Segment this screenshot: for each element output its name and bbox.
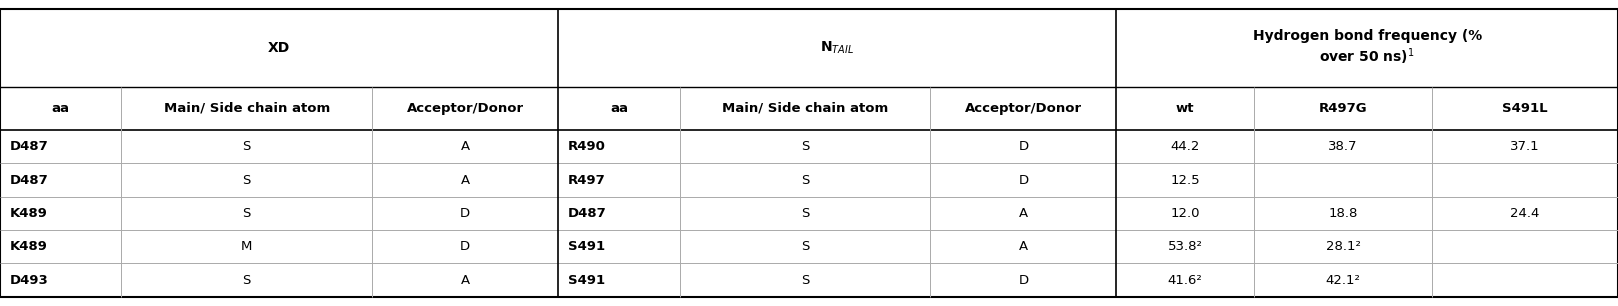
Text: S: S xyxy=(243,174,251,187)
Text: R497G: R497G xyxy=(1319,102,1367,115)
Text: S491: S491 xyxy=(568,240,605,253)
Text: 41.6²: 41.6² xyxy=(1168,274,1202,287)
Text: D: D xyxy=(460,240,471,253)
Text: 12.0: 12.0 xyxy=(1170,207,1201,220)
Text: M: M xyxy=(241,240,252,253)
Text: D487: D487 xyxy=(10,174,49,187)
Text: K489: K489 xyxy=(10,240,47,253)
Text: 44.2: 44.2 xyxy=(1170,140,1201,153)
Text: 28.1²: 28.1² xyxy=(1325,240,1361,253)
Text: D487: D487 xyxy=(568,207,607,220)
Text: A: A xyxy=(461,274,469,287)
Text: A: A xyxy=(461,140,469,153)
Text: 12.5: 12.5 xyxy=(1170,174,1201,187)
Text: D: D xyxy=(460,207,471,220)
Text: K489: K489 xyxy=(10,207,47,220)
Text: Hydrogen bond frequency (%
over 50 ns)$^1$: Hydrogen bond frequency (% over 50 ns)$^… xyxy=(1252,29,1482,67)
Text: 38.7: 38.7 xyxy=(1328,140,1358,153)
Text: S: S xyxy=(801,274,809,287)
Text: XD: XD xyxy=(269,41,290,55)
Text: S: S xyxy=(801,174,809,187)
Text: A: A xyxy=(1019,240,1027,253)
Text: wt: wt xyxy=(1176,102,1194,115)
Text: S: S xyxy=(243,207,251,220)
Text: D: D xyxy=(1018,174,1029,187)
Text: 37.1: 37.1 xyxy=(1510,140,1540,153)
Text: A: A xyxy=(461,174,469,187)
Text: aa: aa xyxy=(610,102,628,115)
Text: 42.1²: 42.1² xyxy=(1325,274,1361,287)
Text: D487: D487 xyxy=(10,140,49,153)
Text: S: S xyxy=(243,274,251,287)
Text: aa: aa xyxy=(52,102,70,115)
Text: D: D xyxy=(1018,274,1029,287)
Text: 53.8²: 53.8² xyxy=(1168,240,1202,253)
Text: Acceptor/Donor: Acceptor/Donor xyxy=(964,102,1082,115)
Text: S: S xyxy=(243,140,251,153)
Text: D493: D493 xyxy=(10,274,49,287)
Text: D: D xyxy=(1018,140,1029,153)
Text: S491L: S491L xyxy=(1502,102,1548,115)
Text: S: S xyxy=(801,140,809,153)
Text: Main/ Side chain atom: Main/ Side chain atom xyxy=(163,102,330,115)
Text: R497: R497 xyxy=(568,174,605,187)
Text: Main/ Side chain atom: Main/ Side chain atom xyxy=(722,102,888,115)
Text: 24.4: 24.4 xyxy=(1510,207,1540,220)
Text: N$_{TAIL}$: N$_{TAIL}$ xyxy=(820,40,854,56)
Text: 18.8: 18.8 xyxy=(1328,207,1358,220)
Text: R490: R490 xyxy=(568,140,605,153)
Text: S: S xyxy=(801,240,809,253)
Text: A: A xyxy=(1019,207,1027,220)
Text: S: S xyxy=(801,207,809,220)
Text: Acceptor/Donor: Acceptor/Donor xyxy=(406,102,524,115)
Text: S491: S491 xyxy=(568,274,605,287)
